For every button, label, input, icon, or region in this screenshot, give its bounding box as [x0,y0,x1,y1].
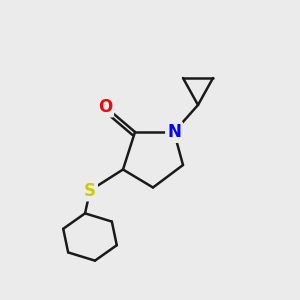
Text: S: S [84,182,96,200]
Text: O: O [98,98,112,116]
Text: N: N [167,123,181,141]
